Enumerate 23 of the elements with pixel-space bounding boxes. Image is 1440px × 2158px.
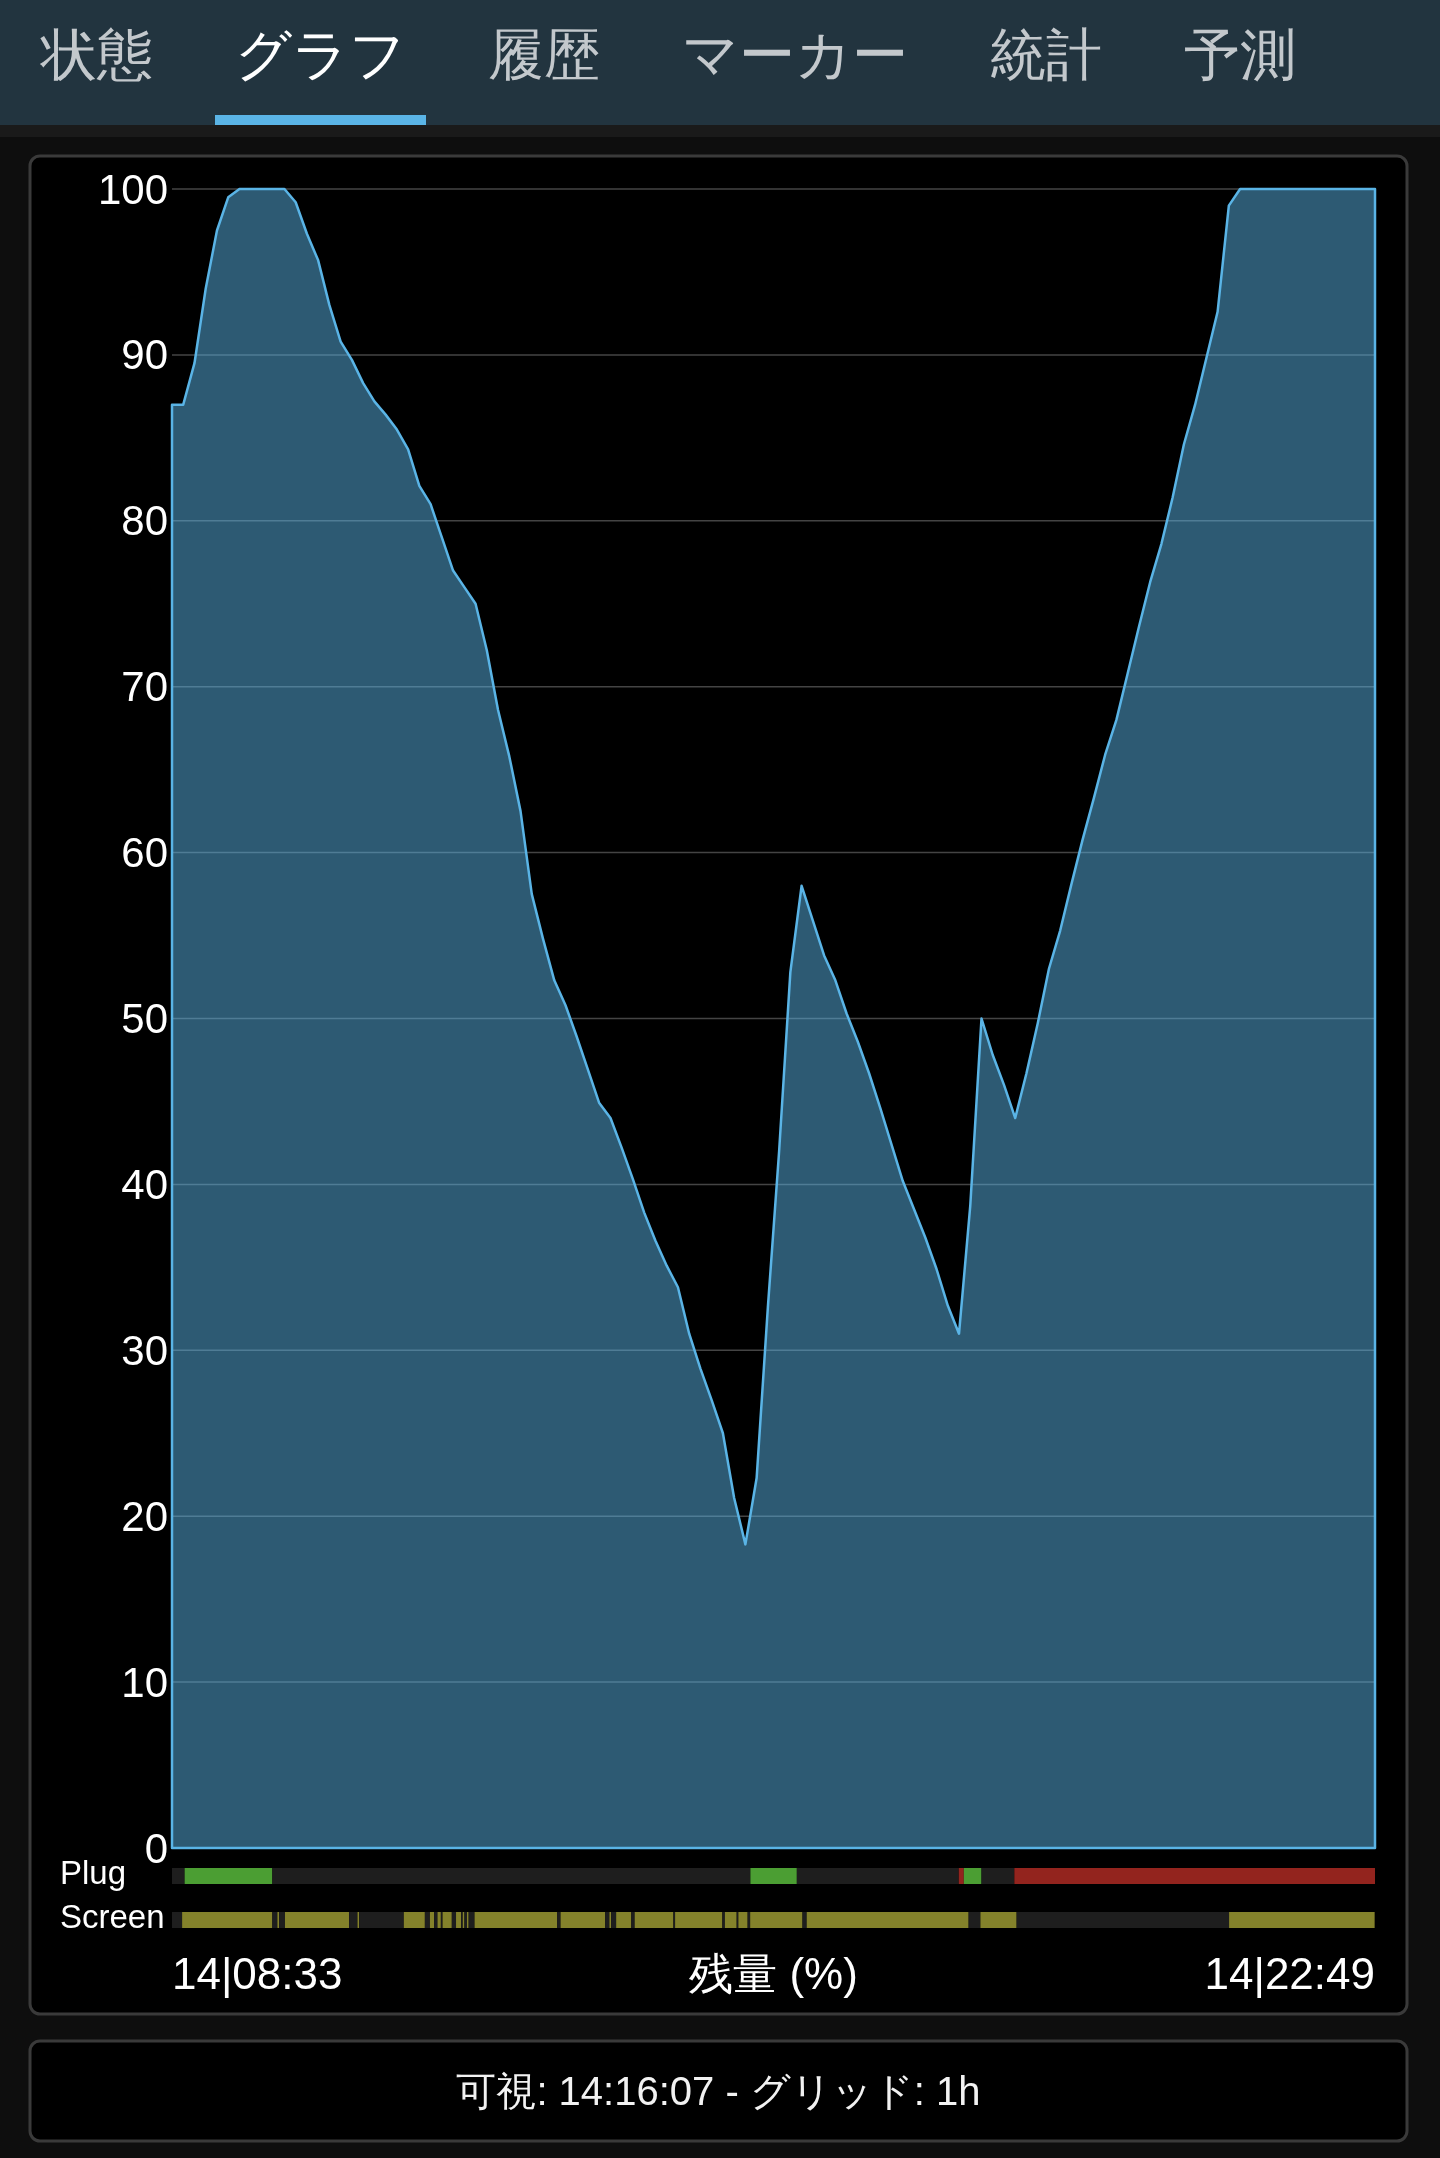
text: 予測	[1184, 23, 1296, 86]
y-tick-label: 90	[121, 331, 168, 379]
text: 14|22:49	[1204, 1948, 1375, 1998]
text: 履歴	[488, 23, 600, 86]
y-tick-label: 30	[121, 1326, 168, 1374]
y-tick-label: 20	[121, 1492, 168, 1540]
y-tick-label: 50	[121, 995, 168, 1042]
y-tick-label: 0	[144, 1824, 168, 1872]
y-tick-label: Screen	[60, 1897, 165, 1935]
y-tick-label: Plug	[60, 1853, 127, 1891]
y-tick-label: 100	[97, 165, 168, 213]
y-tick-label: 80	[121, 497, 168, 545]
text: 状態	[39, 23, 153, 86]
text: グラフ	[235, 23, 406, 86]
text: 可視: 14:16:07 - グリッド: 1h	[456, 2069, 981, 2113]
y-tick-label: 60	[121, 829, 168, 877]
x-axis-title: 残量 (%)	[689, 1948, 858, 1998]
y-tick-label: 10	[121, 1658, 168, 1706]
text: マーカー	[682, 23, 908, 86]
y-tick-label: 40	[121, 1160, 168, 1208]
text: 14|08:33	[172, 1948, 343, 1998]
text: 統計	[990, 23, 1102, 86]
y-tick-label: 70	[121, 663, 168, 711]
